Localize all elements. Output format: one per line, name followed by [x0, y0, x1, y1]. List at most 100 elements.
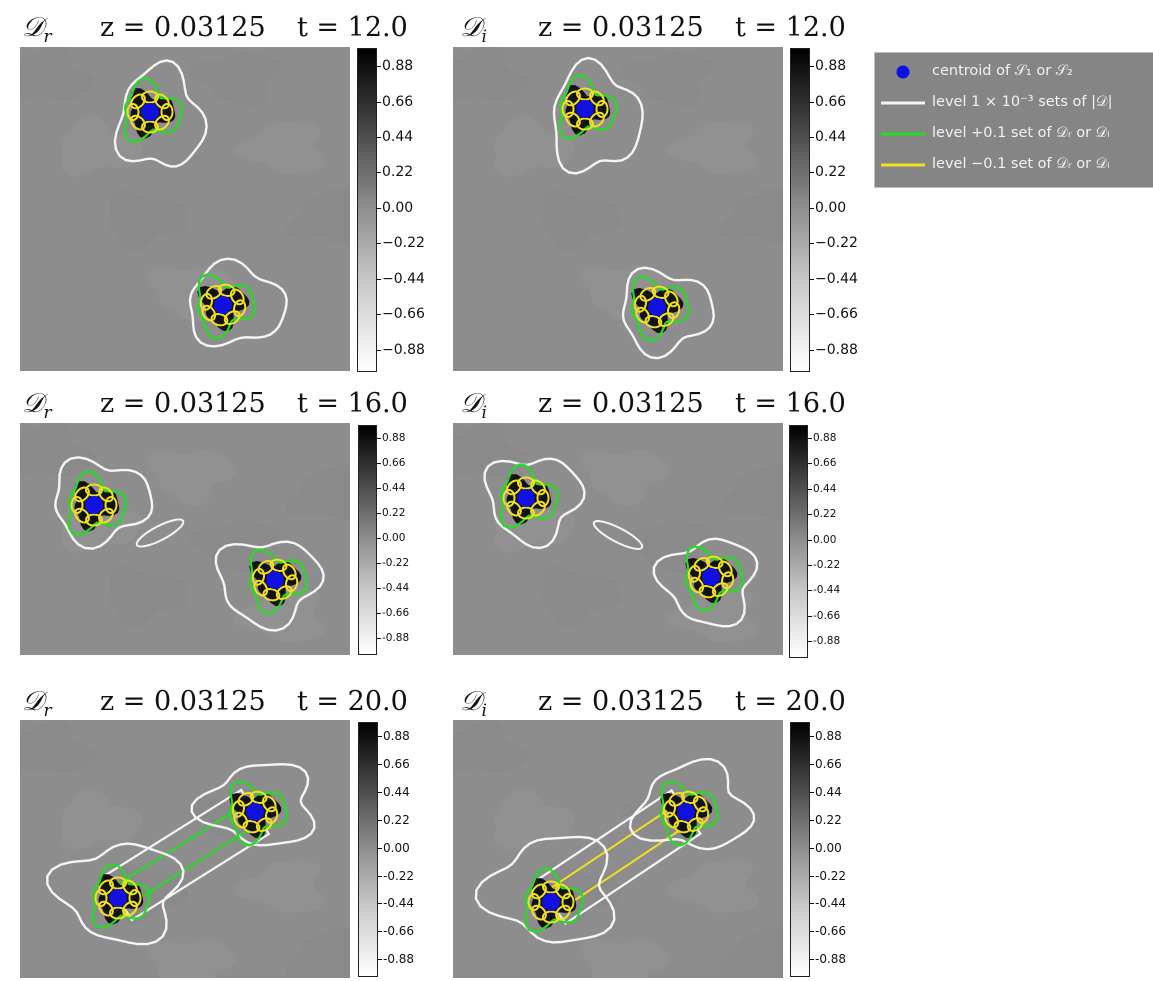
heatmap-area — [20, 423, 350, 655]
yellow-contour-lobe — [122, 879, 138, 896]
legend-item-yellow-contour: level −0.1 set of 𝒟ᵣ or 𝒟ᵢ — [875, 150, 1153, 180]
background-mottle — [20, 423, 96, 478]
yellow-contour-lobe — [693, 557, 711, 572]
field-subscript: i — [481, 701, 487, 721]
heatmap-svg — [453, 47, 783, 360]
background-mottle — [453, 423, 529, 478]
yellow-contour-lobe — [98, 879, 114, 896]
background-mottle — [146, 450, 237, 506]
green-contour — [558, 74, 619, 140]
colorbar-tick-label: 0.66 — [807, 457, 837, 470]
colorbar-tick-label: −0.88 — [377, 341, 425, 358]
yellow-contour-lobe — [530, 500, 546, 517]
colorbar-tick-label: -0.66 — [807, 609, 841, 622]
yellow-contour-lobe — [217, 283, 236, 297]
yellow-contour-lobe — [233, 811, 249, 829]
colorbar-gradient — [790, 722, 810, 977]
yellow-contour-lobe — [160, 103, 174, 121]
colorbar-tick-label: 0.44 — [378, 785, 410, 800]
yellow-contour-lobe — [717, 560, 733, 578]
t-label: t = 12.0 — [297, 12, 408, 43]
background-mottle — [494, 789, 575, 850]
legend: centroid of 𝒮₁ or 𝒮₂ level 1 × 10⁻³ sets… — [874, 52, 1153, 188]
yellow-contour-lobe — [253, 579, 269, 597]
yellow-contour-lobe — [237, 792, 255, 807]
green-contour — [524, 867, 585, 933]
centroid-marker — [677, 803, 695, 821]
colorbar-gradient — [358, 425, 377, 655]
white-contour-outer — [474, 835, 616, 944]
yellow-contour-lobe — [555, 904, 571, 921]
yellow-contour-lobe — [695, 806, 710, 825]
yellow-contour-lobe — [141, 120, 159, 134]
yellow-contour-lobe — [639, 287, 657, 302]
yellow-contour-lobe — [210, 313, 229, 327]
yellow-contour-lobe — [651, 285, 670, 299]
green-contour — [67, 470, 128, 536]
colorbar-tick-label: 0.22 — [809, 164, 847, 181]
legend-label: level −0.1 set of 𝒟ᵣ or 𝒟ᵢ — [932, 156, 1110, 172]
colorbar-tick-label: 0.22 — [376, 507, 406, 520]
yellow-contour-lobe — [720, 571, 735, 590]
yellow-contour-lobe — [261, 795, 277, 813]
yellow-contour-lobe — [98, 900, 114, 917]
background-mottle — [285, 463, 350, 521]
yellow-contour-lobe — [242, 820, 261, 834]
heatmap-area — [453, 720, 783, 978]
yellow-contour-lobe — [284, 574, 299, 593]
centroid-marker — [214, 296, 232, 314]
colorbar-tick-label: 0.88 — [376, 431, 406, 444]
yellow-contour-lobe — [531, 904, 547, 921]
yellow-contour-lobe — [223, 310, 241, 325]
colorbar-tick-label: 0.88 — [378, 729, 410, 744]
field-symbol: 𝒟r — [22, 388, 52, 423]
centroid-marker — [109, 889, 127, 907]
colorbar-tick-label: 0.22 — [378, 812, 410, 827]
yellow-contour-lobe — [70, 496, 84, 514]
yellow-contour-lobe — [126, 103, 140, 121]
green-contour — [248, 548, 308, 615]
colorbar-tick-label: 0.00 — [807, 533, 837, 546]
t-label: t = 20.0 — [297, 686, 408, 717]
yellow-contour-lobe — [262, 588, 281, 602]
background-mottle — [541, 565, 622, 628]
colorbar-tick-label: -0.88 — [377, 952, 415, 967]
colorbar-tick-label: 0.88 — [810, 729, 842, 744]
legend-item-centroid: centroid of 𝒮₁ or 𝒮₂ — [875, 57, 1153, 87]
background-mottle — [666, 121, 759, 175]
white-contour-outer — [628, 757, 756, 851]
yellow-contour-lobe — [565, 111, 581, 128]
yellow-contour-lobe — [530, 479, 546, 496]
yellow-contour-lobe — [251, 567, 266, 586]
background-mottle — [579, 450, 670, 506]
panel-title: 𝒟r z = 0.03125 t = 12.0 — [22, 12, 422, 47]
white-line-icon — [881, 101, 925, 105]
panel-title: 𝒟i z = 0.03125 t = 20.0 — [460, 686, 860, 721]
yellow-contour-lobe — [589, 90, 605, 107]
z-label: z = 0.03125 — [538, 686, 704, 717]
yellow-contour-lobe — [565, 90, 581, 107]
yellow-contour-lobe — [635, 306, 651, 324]
yellow-contour-lobe — [633, 294, 648, 313]
z-label: z = 0.03125 — [100, 12, 266, 43]
green-contour — [196, 273, 256, 340]
yellow-contour-lobe — [561, 893, 575, 911]
colorbar-tick-label: -0.22 — [809, 868, 847, 883]
yellow-contour-lobe — [680, 790, 699, 804]
yellow-contour-lobe — [542, 880, 560, 894]
background-mottle — [579, 939, 670, 978]
colorbar-tick-label: 0.22 — [807, 508, 837, 521]
colorbar-tick-label: -0.22 — [376, 557, 410, 570]
colorbar-tick-label: −0.44 — [377, 270, 425, 287]
t-label: t = 12.0 — [735, 12, 846, 43]
yellow-contour-lobe — [85, 513, 103, 527]
colorbar-tick-label: 0.44 — [809, 129, 847, 146]
colorbar-tick-label: 0.00 — [376, 532, 406, 545]
yellow-contour-lobe — [502, 489, 516, 507]
heatmap-svg — [453, 423, 783, 643]
centroid-marker — [542, 893, 560, 911]
yellow-contour-lobe — [689, 576, 705, 594]
white-contour-outer — [652, 537, 759, 628]
background-mottle — [494, 116, 575, 177]
field-subscript: i — [481, 403, 487, 423]
